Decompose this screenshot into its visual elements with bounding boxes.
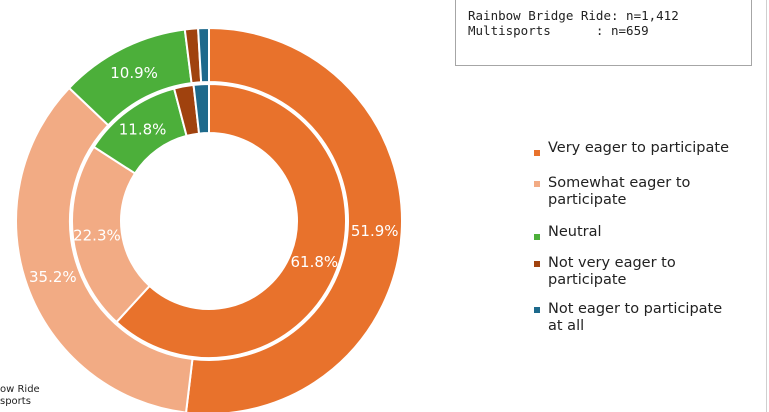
panel-edge-divider — [766, 0, 767, 412]
legend-item-not-very-eager: Not very eager to participate — [532, 255, 762, 289]
legend-swatch-very-eager — [534, 150, 540, 156]
sample-size-box: Rainbow Bridge Ride: n=1,412 Multisports… — [455, 0, 752, 66]
legend-item-neutral: Neutral — [532, 224, 762, 244]
inner-label-somewhat-eager: 22.3% — [73, 227, 121, 245]
legend-swatch-somewhat-eager — [534, 181, 540, 187]
legend-swatch-not-very-eager — [534, 261, 540, 267]
inner-slice-very-eager — [115, 82, 347, 359]
sample-size-multisports: Multisports : n=659 — [468, 23, 649, 38]
data-labels: 51.9% 35.2% 10.9% 61.8% 22.3% 11.8% — [29, 64, 399, 286]
outer-ring-multisports — [15, 26, 403, 412]
legend-label-not-eager: Not eager to participate at all — [548, 301, 723, 334]
outer-slice-very-eager — [185, 26, 403, 412]
legend-item-somewhat-eager: Somewhat eager to participate — [532, 175, 762, 209]
ring-key-note-line1: ow Ride — [0, 384, 40, 395]
outer-slice-not-eager — [197, 26, 210, 84]
inner-slice-not-eager — [192, 82, 210, 135]
outer-label-neutral: 10.9% — [110, 64, 158, 82]
legend-label-neutral: Neutral — [548, 224, 602, 240]
legend-item-not-eager: Not eager to participate at all — [532, 301, 762, 335]
legend-label-somewhat-eager: Somewhat eager to participate — [548, 175, 691, 208]
inner-label-very-eager: 61.8% — [290, 253, 338, 271]
legend: Very eager to participate Somewhat eager… — [532, 140, 762, 335]
ring-key-note-line2: sports — [0, 396, 31, 407]
outer-label-very-eager: 51.9% — [351, 222, 399, 240]
sample-size-rainbow-bridge: Rainbow Bridge Ride: n=1,412 — [468, 8, 679, 23]
legend-item-very-eager: Very eager to participate — [532, 140, 762, 160]
legend-swatch-neutral — [534, 234, 540, 240]
legend-label-very-eager: Very eager to participate — [548, 140, 729, 156]
ring-key-note: ow Ride sports — [0, 384, 40, 408]
outer-slice-somewhat-eager — [15, 86, 194, 412]
outer-label-somewhat-eager: 35.2% — [29, 268, 77, 286]
legend-label-not-very-eager: Not very eager to participate — [548, 255, 676, 288]
inner-ring-rainbow-bridge-ride — [71, 82, 347, 359]
inner-label-neutral: 11.8% — [119, 121, 167, 139]
legend-swatch-not-eager — [534, 307, 540, 313]
